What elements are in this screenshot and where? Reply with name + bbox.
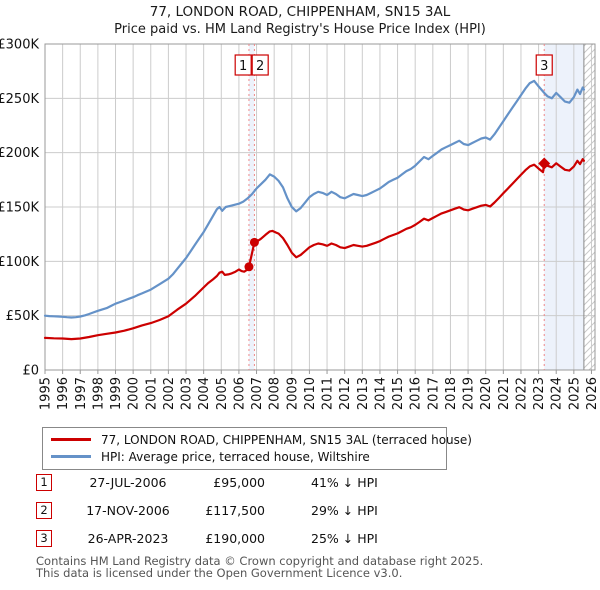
x-tick-label: 1999 <box>109 377 124 410</box>
x-tick-label: 2000 <box>127 377 142 410</box>
y-tick-label: £50K <box>6 309 40 324</box>
x-tick-label: 2018 <box>444 377 459 410</box>
sale-hpi-comparison: 41% ↓ HPI <box>311 475 378 490</box>
sale-label-box-2 <box>251 54 269 76</box>
x-tick-label: 2002 <box>162 377 177 410</box>
y-tick-label: £150K <box>0 201 39 216</box>
sales-table: 1 27-JUL-2006 £95,000 41% ↓ HPI 2 17-NOV… <box>36 474 435 558</box>
sale-point-2 <box>249 237 259 247</box>
legend-item-property: 77, LONDON ROAD, CHIPPENHAM, SN15 3AL (t… <box>51 431 472 448</box>
x-tick-label: 2019 <box>462 377 477 410</box>
x-tick-label: 2001 <box>144 377 159 410</box>
property-line-swatch <box>51 438 91 441</box>
page-title: 77, LONDON ROAD, CHIPPENHAM, SN15 3AL <box>149 4 451 20</box>
x-tick-label: 2024 <box>550 377 565 410</box>
page-subtitle: Price paid vs. HM Land Registry's House … <box>114 22 486 37</box>
footer-line-2: This data is licensed under the Open Gov… <box>36 566 403 580</box>
x-tick-label: 1995 <box>39 377 54 410</box>
x-tick-label: 2004 <box>197 377 212 410</box>
sale-number-badge: 3 <box>36 530 52 547</box>
x-tick-label: 2013 <box>356 377 371 410</box>
hatched-future-region <box>583 44 595 370</box>
x-tick-label: 2010 <box>303 377 318 410</box>
x-tick-label: 1996 <box>56 377 71 410</box>
sale-number-badge: 1 <box>36 474 52 491</box>
property-price-line <box>43 158 586 341</box>
x-tick-label: 2014 <box>373 377 388 410</box>
sale-row-2: 2 17-NOV-2006 £117,500 29% ↓ HPI <box>36 502 435 519</box>
chart-legend: 77, LONDON ROAD, CHIPPENHAM, SN15 3AL (t… <box>42 427 472 470</box>
x-tick-label: 2025 <box>567 377 582 410</box>
y-tick-label: £200K <box>0 146 39 161</box>
x-tick-label: 2006 <box>232 377 247 410</box>
title-block: 77, LONDON ROAD, CHIPPENHAM, SN15 3AL Pr… <box>0 3 600 39</box>
sale-hpi-comparison: 25% ↓ HPI <box>311 531 378 546</box>
sale-point-3 <box>538 157 551 170</box>
sale-price: £190,000 <box>205 531 265 546</box>
x-tick-label: 2005 <box>215 377 230 410</box>
plot-border <box>44 43 596 371</box>
x-tick-label: 2016 <box>409 377 424 410</box>
x-tick-label: 2009 <box>285 377 300 410</box>
y-tick-label: £100K <box>0 255 39 270</box>
sale-price: £117,500 <box>205 503 265 518</box>
x-tick-label: 2021 <box>497 377 512 410</box>
x-tick-label: 2011 <box>321 377 336 410</box>
sale-label-2: 2 <box>256 59 264 74</box>
legend-label-hpi: HPI: Average price, terraced house, Wilt… <box>101 449 370 464</box>
x-tick-label: 1997 <box>74 377 89 410</box>
sale-label-box-1 <box>234 54 252 76</box>
x-tick-label: 2007 <box>250 377 265 410</box>
sale-label-1: 1 <box>239 59 247 74</box>
x-tick-label: 2003 <box>180 377 195 410</box>
x-tick-label: 1998 <box>91 377 106 410</box>
sale-date: 17-NOV-2006 <box>86 503 170 518</box>
sale-point-1 <box>244 262 254 272</box>
legend-label-property: 77, LONDON ROAD, CHIPPENHAM, SN15 3AL (t… <box>101 432 472 447</box>
sale-row-1: 1 27-JUL-2006 £95,000 41% ↓ HPI <box>36 474 435 491</box>
y-tick-label: £250K <box>0 92 39 107</box>
sale-price: £95,000 <box>213 475 265 490</box>
sale-label-3: 3 <box>540 59 548 74</box>
x-tick-label: 2017 <box>426 377 441 410</box>
x-tick-label: 2026 <box>585 377 600 410</box>
sale-row-3: 3 26-APR-2023 £190,000 25% ↓ HPI <box>36 530 435 547</box>
hpi-line-swatch <box>51 455 91 458</box>
x-tick-label: 2008 <box>268 377 283 410</box>
y-tick-label: £0 <box>22 364 39 379</box>
sale-label-box-3 <box>535 54 553 76</box>
x-tick-label: 2020 <box>479 377 494 410</box>
x-tick-label: 2015 <box>391 377 406 410</box>
sale-date: 26-APR-2023 <box>87 531 169 546</box>
license-footer: Contains HM Land Registry data © Crown c… <box>36 555 483 579</box>
x-tick-label: 2022 <box>514 377 529 410</box>
sale-date: 27-JUL-2006 <box>89 475 167 490</box>
sale-number-badge: 2 <box>36 502 52 519</box>
y-tick-label: £300K <box>0 38 39 53</box>
footer-line-1: Contains HM Land Registry data © Crown c… <box>36 554 484 568</box>
x-tick-label: 2023 <box>532 377 547 410</box>
x-tick-label: 2012 <box>338 377 353 410</box>
sale-hpi-comparison: 29% ↓ HPI <box>311 503 378 518</box>
legend-item-hpi: HPI: Average price, terraced house, Wilt… <box>51 448 440 465</box>
hpi-line <box>43 79 586 319</box>
